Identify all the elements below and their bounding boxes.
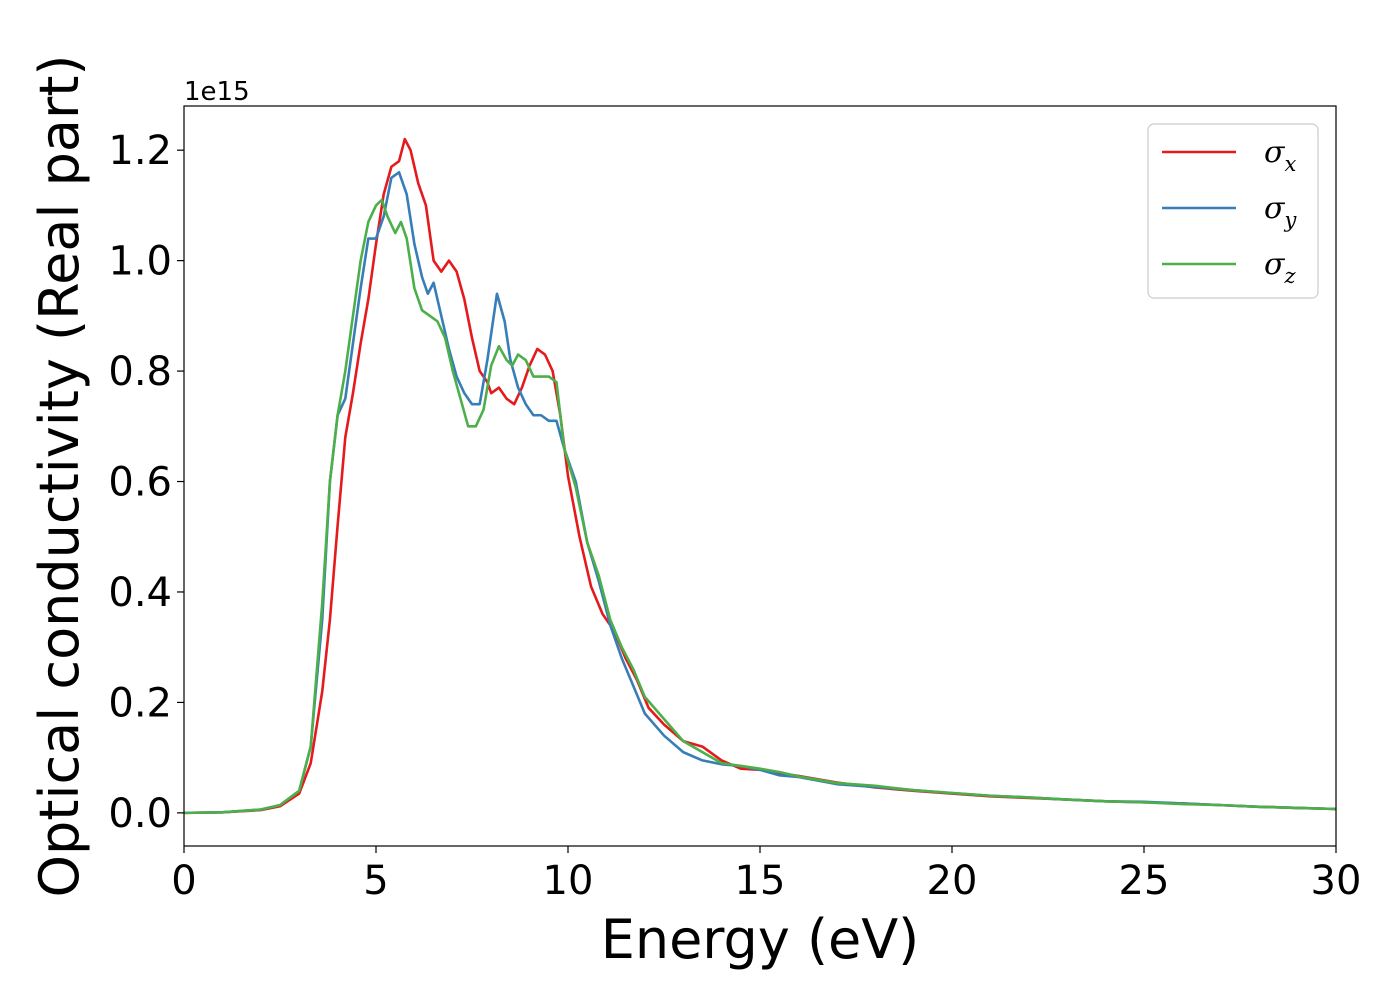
x-axis: 0 5 10 15 20 25 30 [171, 846, 1361, 904]
y-offset-label: 1e15 [184, 77, 250, 107]
y-tick-label: 1.0 [108, 239, 172, 285]
x-tick-label: 5 [363, 858, 388, 904]
y-tick-label: 0.8 [108, 349, 172, 395]
plot-area [183, 105, 1337, 847]
x-tick-label: 0 [171, 858, 196, 904]
x-axis-title: Energy (eV) [601, 908, 920, 971]
legend-label-symbol: σ [1264, 247, 1286, 282]
y-axis: 0.0 0.2 0.4 0.6 0.8 1.0 1.2 [108, 128, 184, 837]
x-tick-label: 15 [735, 858, 786, 904]
series-line-z [184, 198, 1336, 815]
y-tick-label: 0.0 [108, 791, 172, 837]
y-tick-label: 1.2 [108, 128, 172, 174]
x-tick-label: 20 [927, 858, 978, 904]
legend-label-subscript: z [1283, 264, 1296, 288]
legend-label-symbol: σ [1264, 191, 1286, 226]
legend-label-z: σz [1264, 247, 1296, 288]
legend-label-x: σx [1264, 135, 1296, 176]
y-tick-label: 0.2 [108, 680, 172, 726]
x-tick-label: 10 [543, 858, 594, 904]
y-axis-title: Optical conductivity (Real part) [28, 55, 91, 898]
series-layer [184, 137, 1336, 815]
legend-label-subscript: y [1283, 208, 1297, 232]
legend-box [1147, 123, 1319, 299]
x-tick-label: 30 [1311, 858, 1362, 904]
x-tick-label: 25 [1119, 858, 1170, 904]
legend-label-y: σy [1264, 191, 1297, 232]
y-tick-label: 0.6 [108, 460, 172, 506]
y-tick-label: 0.4 [108, 570, 172, 616]
legend-label-subscript: x [1284, 152, 1296, 176]
legend-label-symbol: σ [1264, 135, 1286, 170]
